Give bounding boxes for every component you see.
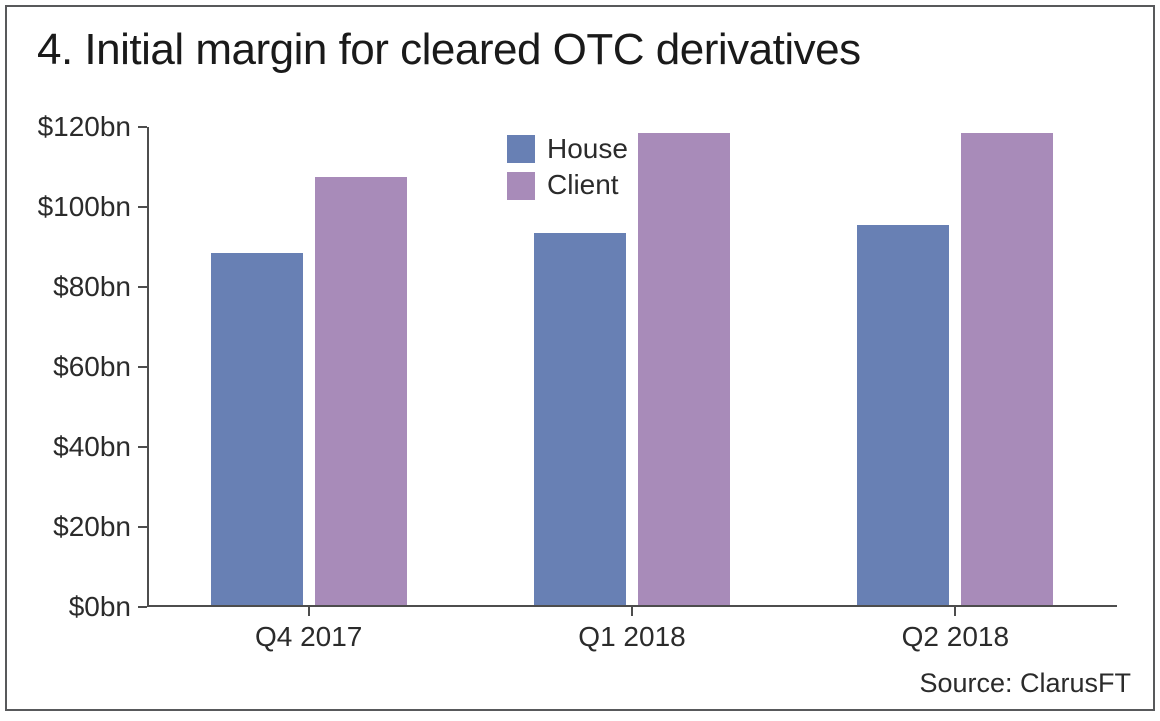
- legend: HouseClient: [507, 131, 628, 204]
- legend-swatch: [507, 172, 535, 200]
- chart-frame: 4. Initial margin for cleared OTC deriva…: [5, 5, 1155, 711]
- y-tick: [138, 526, 147, 528]
- y-tick-label: $40bn: [53, 431, 131, 463]
- plot-area: HouseClient $0bn$20bn$40bn$60bn$80bn$100…: [147, 127, 1117, 607]
- x-tick-label: Q4 2017: [255, 621, 362, 653]
- bar-house: [211, 253, 303, 605]
- bar-client: [961, 133, 1053, 605]
- legend-swatch: [507, 135, 535, 163]
- y-tick: [138, 126, 147, 128]
- y-tick: [138, 286, 147, 288]
- legend-label: House: [547, 131, 628, 167]
- bar-house: [534, 233, 626, 605]
- bar-client: [315, 177, 407, 605]
- y-tick-label: $100bn: [38, 191, 131, 223]
- y-axis: [147, 127, 149, 607]
- x-tick: [954, 607, 956, 616]
- y-tick: [138, 366, 147, 368]
- y-tick-label: $80bn: [53, 271, 131, 303]
- chart-title: 4. Initial margin for cleared OTC deriva…: [37, 25, 861, 75]
- source-label: Source: ClarusFT: [919, 668, 1131, 699]
- legend-label: Client: [547, 167, 619, 203]
- y-tick: [138, 446, 147, 448]
- legend-item: House: [507, 131, 628, 167]
- y-tick: [138, 206, 147, 208]
- x-tick-label: Q2 2018: [902, 621, 1009, 653]
- y-tick-label: $20bn: [53, 511, 131, 543]
- x-tick: [631, 607, 633, 616]
- x-tick: [308, 607, 310, 616]
- bar-house: [857, 225, 949, 605]
- y-tick-label: $0bn: [69, 591, 131, 623]
- y-tick: [138, 606, 147, 608]
- bar-client: [638, 133, 730, 605]
- y-tick-label: $60bn: [53, 351, 131, 383]
- x-tick-label: Q1 2018: [578, 621, 685, 653]
- legend-item: Client: [507, 167, 628, 203]
- y-tick-label: $120bn: [38, 111, 131, 143]
